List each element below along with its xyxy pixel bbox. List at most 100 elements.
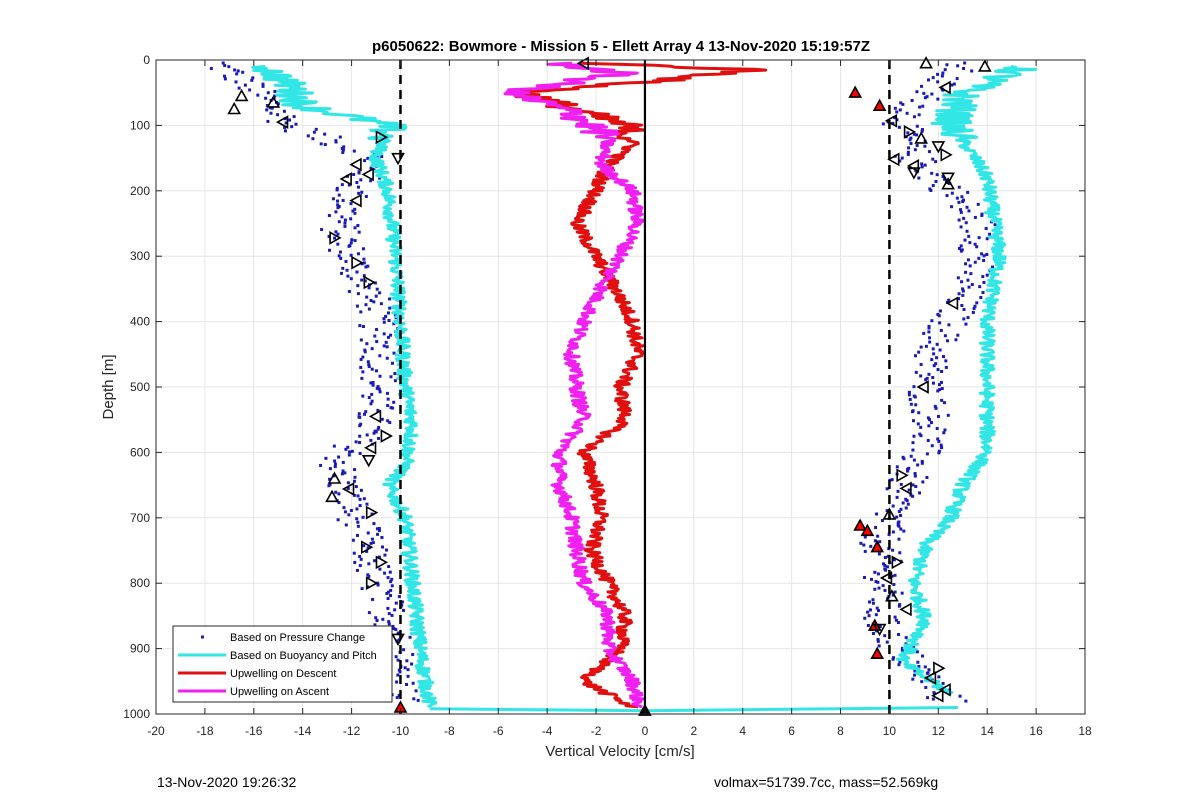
series-point	[877, 586, 881, 590]
series-point	[355, 270, 359, 274]
series-point	[946, 413, 950, 417]
series-point	[392, 627, 396, 631]
series-point	[959, 208, 963, 212]
series-point	[921, 654, 925, 658]
series-point	[341, 266, 345, 270]
series-point	[375, 287, 379, 291]
series-point	[871, 601, 875, 605]
series-point	[367, 307, 371, 311]
event-marker	[940, 147, 953, 162]
y-tick-label: 700	[130, 511, 150, 525]
series-point	[373, 281, 377, 285]
series-point	[913, 673, 917, 677]
series-point	[967, 209, 971, 213]
series-point	[380, 535, 384, 539]
series-point	[938, 321, 942, 325]
series-point	[346, 274, 350, 278]
series-point	[387, 612, 391, 616]
series-point	[893, 106, 897, 110]
event-marker	[887, 152, 900, 167]
series-point	[369, 381, 373, 385]
series-point	[885, 640, 889, 644]
event-marker	[938, 80, 951, 95]
x-tick-label: 18	[1078, 724, 1092, 738]
series-point	[896, 621, 900, 625]
series-point	[891, 530, 895, 534]
series-point	[393, 313, 397, 317]
series-point	[958, 694, 962, 698]
series-point	[893, 116, 897, 120]
event-marker	[368, 409, 382, 424]
event-marker	[391, 633, 405, 646]
series-point	[896, 521, 900, 525]
series-point	[881, 122, 885, 126]
series-point	[358, 504, 362, 508]
series-point	[391, 406, 395, 410]
x-tick-label: 8	[837, 724, 844, 738]
series-point	[355, 568, 359, 572]
y-tick-label: 800	[130, 576, 150, 590]
series-point	[265, 104, 269, 108]
series-point	[209, 66, 213, 70]
series-point	[867, 600, 871, 604]
series-point	[378, 374, 382, 378]
series-point	[340, 472, 344, 476]
series-point	[387, 590, 391, 594]
series-point	[385, 391, 389, 395]
series-point	[973, 260, 977, 264]
series-point	[388, 306, 392, 310]
series-point	[378, 390, 382, 394]
series-point	[898, 551, 902, 555]
series-point	[360, 376, 364, 380]
series-point	[925, 475, 929, 479]
series-point	[343, 221, 347, 225]
series-point	[392, 322, 396, 326]
series-point	[369, 402, 373, 406]
series-point	[352, 493, 356, 497]
series-point	[347, 513, 351, 517]
series-point	[875, 512, 879, 516]
series-point	[977, 256, 981, 260]
series-point	[883, 634, 887, 638]
series-point	[877, 644, 881, 648]
x-tick-label: -8	[444, 724, 455, 738]
series-point	[394, 627, 398, 631]
series-point	[372, 431, 376, 435]
series-point	[956, 64, 960, 68]
event-marker	[325, 489, 339, 503]
series-point	[936, 72, 940, 76]
series-point	[378, 176, 382, 180]
series-point	[895, 495, 899, 499]
series-point	[233, 68, 237, 72]
series-layer	[209, 61, 1038, 713]
series-point	[375, 386, 379, 390]
series-point	[927, 424, 931, 428]
series-point	[918, 432, 922, 436]
series-point	[328, 467, 332, 471]
series-point	[349, 202, 353, 206]
series-point	[891, 657, 895, 661]
series-point	[938, 348, 942, 352]
series-point	[935, 356, 939, 360]
event-marker	[848, 85, 863, 98]
series-point	[957, 218, 961, 222]
series-point	[939, 328, 943, 332]
y-tick-label: 900	[130, 642, 150, 656]
series-point	[912, 115, 916, 119]
event-marker	[882, 507, 897, 520]
series-point	[390, 361, 394, 365]
series-point	[900, 156, 904, 160]
series-point	[266, 91, 270, 95]
series-point	[917, 113, 921, 117]
series-point	[911, 419, 915, 423]
series-point	[923, 144, 927, 148]
series-point	[868, 608, 872, 612]
series-point	[311, 137, 315, 141]
series-point	[339, 256, 343, 260]
series-point	[353, 560, 357, 564]
series-point	[930, 444, 934, 448]
series-point	[963, 238, 967, 242]
series-point	[360, 190, 364, 194]
series-point	[223, 74, 227, 78]
series-point	[927, 326, 931, 330]
